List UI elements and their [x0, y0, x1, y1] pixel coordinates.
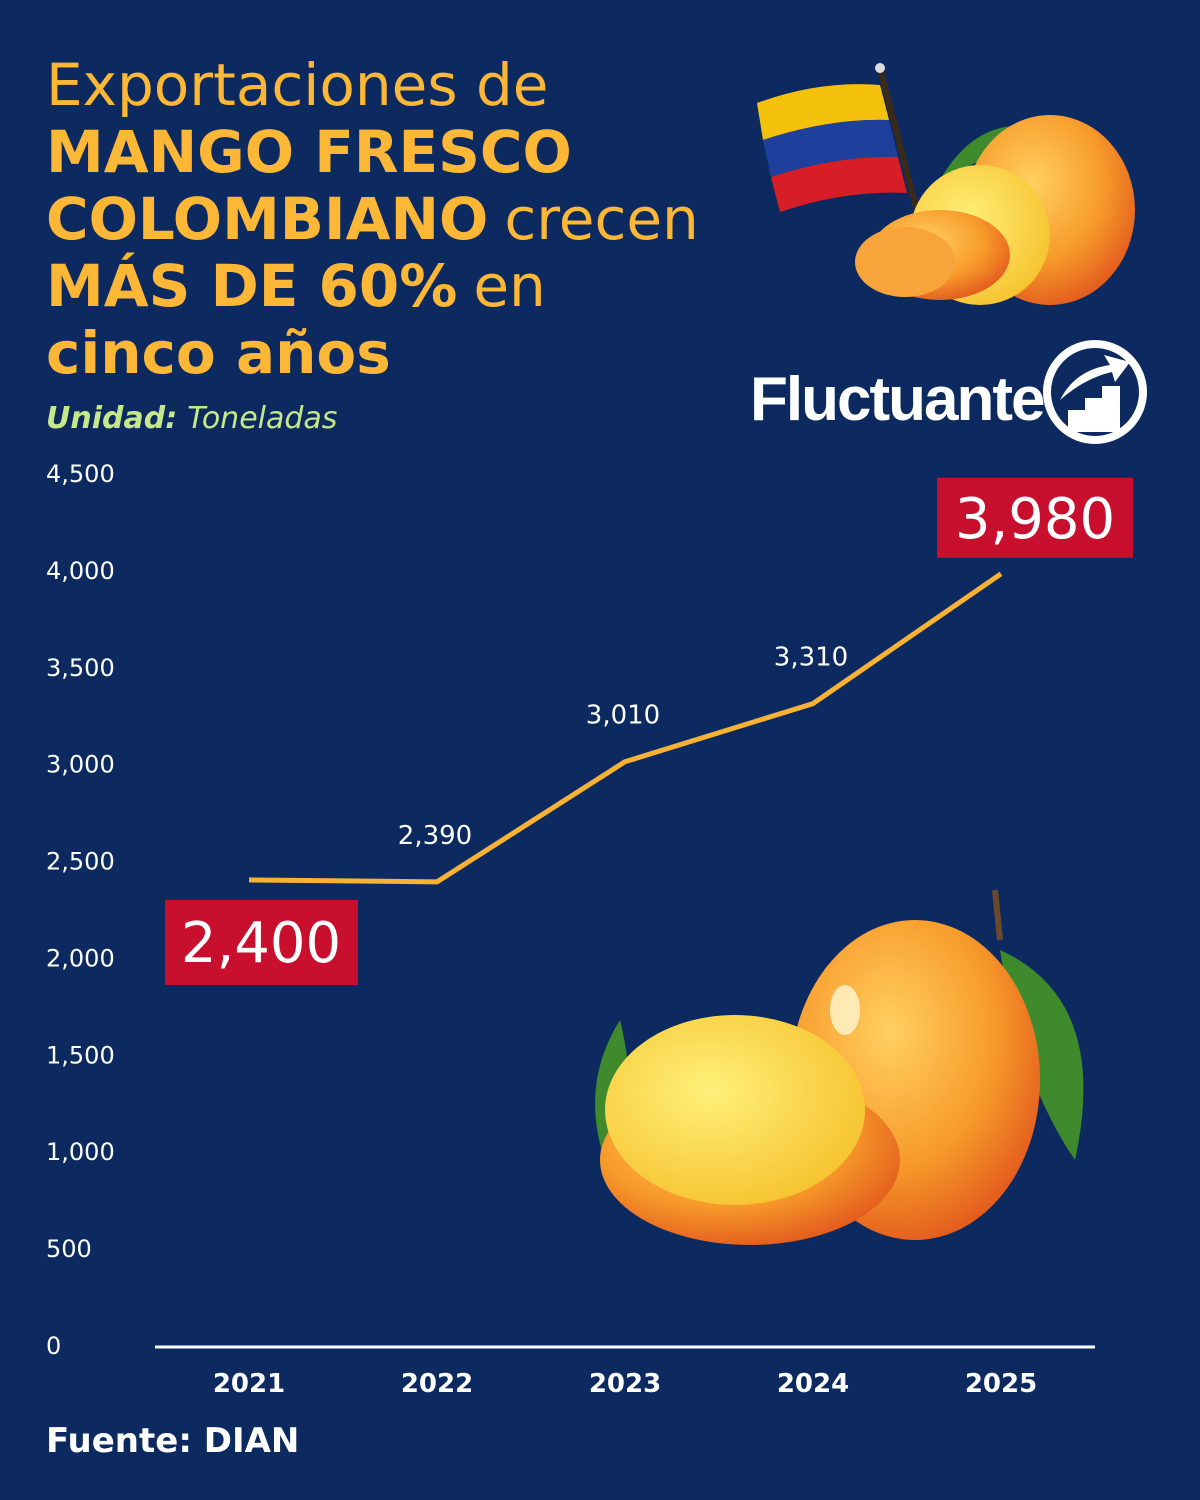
y-tick-label: 2,000: [46, 944, 115, 972]
unit: Toneladas: [187, 401, 337, 436]
title-segment: COLOMBIANO: [46, 185, 488, 253]
highlight-box: [937, 477, 1133, 558]
title-segment: en: [473, 252, 545, 320]
y-tick-label: 500: [46, 1235, 92, 1263]
mango-illustration-top: [855, 115, 1135, 305]
value-label: 3,310: [774, 643, 848, 673]
unit-label: Unidad:: [46, 401, 177, 436]
brand-logo-icon: [1043, 340, 1147, 444]
title-line: MANGO FRESCO: [46, 118, 572, 186]
y-tick-label: 1,000: [46, 1138, 115, 1166]
title-segment: crecen: [504, 185, 698, 253]
brand-name: Fluctuante: [750, 365, 1044, 434]
title-line: MÁS DE 60% en: [46, 251, 546, 320]
x-tick-label: 2023: [589, 1369, 661, 1399]
x-tick-label: 2025: [965, 1369, 1037, 1399]
title-line: cinco años: [46, 319, 391, 387]
mango-illustration: [595, 889, 1084, 1245]
data-line: [248, 571, 1003, 885]
title-segment: cinco años: [46, 319, 391, 387]
y-tick-label: 0: [46, 1332, 61, 1360]
title-line: COLOMBIANO crecen: [46, 185, 699, 253]
flag-illustration: [757, 63, 921, 216]
y-tick-label: 3,000: [46, 751, 115, 779]
x-tick-label: 2021: [213, 1369, 285, 1399]
y-tick-label: 2,500: [46, 848, 115, 876]
title-segment: Exportaciones de: [46, 51, 549, 119]
title-segment: MANGO FRESCO: [46, 118, 572, 186]
y-tick-label: 4,500: [46, 460, 115, 488]
value-label: 3,980: [955, 487, 1115, 552]
value-label: 3,010: [586, 701, 660, 731]
highlight-box: [165, 899, 358, 985]
value-label: 2,390: [398, 821, 472, 851]
y-tick-label: 3,500: [46, 654, 115, 682]
title-segment: MÁS DE 60%: [46, 251, 457, 320]
x-tick-label: 2022: [401, 1369, 473, 1399]
value-label: 2,400: [181, 911, 341, 976]
y-tick-label: 1,500: [46, 1041, 115, 1069]
source: Fuente: DIAN: [46, 1421, 299, 1461]
subtitle: Unidad: Toneladas: [46, 401, 337, 436]
x-tick-label: 2024: [777, 1369, 849, 1399]
y-tick-label: 4,000: [46, 557, 115, 585]
title-line: Exportaciones de: [46, 51, 549, 119]
